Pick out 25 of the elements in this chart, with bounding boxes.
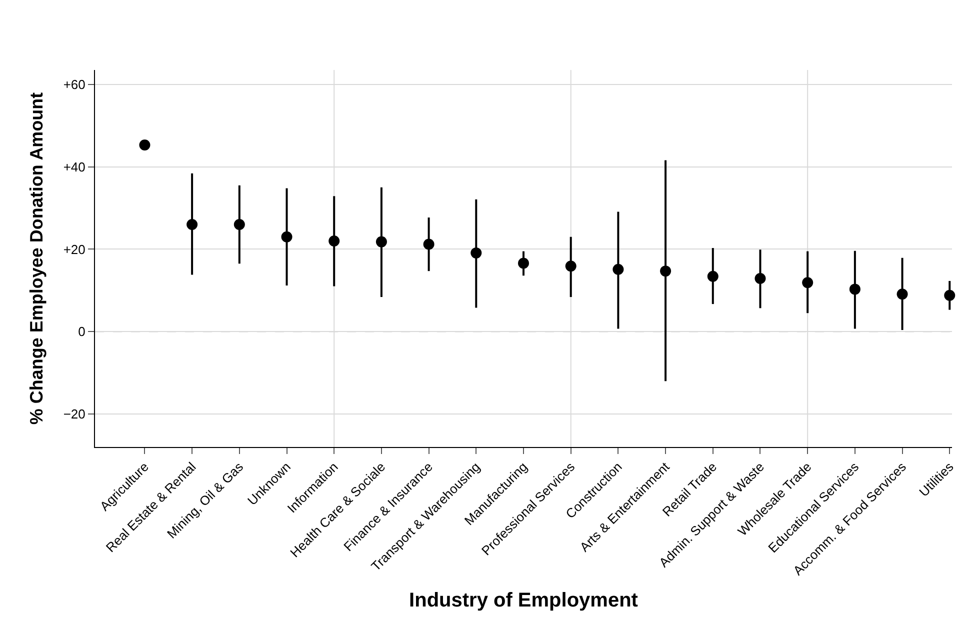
point	[186, 219, 198, 230]
point	[707, 270, 718, 282]
point	[660, 266, 672, 277]
point	[139, 139, 150, 150]
y-tick-label: −20	[63, 406, 86, 422]
y-tick-label: 0	[78, 324, 86, 340]
y-tick-label: +20	[63, 242, 86, 257]
point	[612, 264, 624, 275]
point	[234, 219, 245, 230]
point	[754, 272, 766, 284]
point	[423, 238, 434, 250]
x-axis-title: Industry of Employment	[409, 590, 638, 612]
point	[849, 284, 860, 295]
point	[470, 247, 482, 258]
point	[281, 231, 292, 242]
y-axis-title: % Change Employee Donation Amount	[26, 92, 47, 425]
point	[896, 288, 908, 300]
point	[944, 290, 956, 301]
y-tick-label: +60	[63, 76, 86, 92]
point	[328, 235, 340, 246]
y-tick-label: +40	[63, 159, 86, 174]
point	[518, 258, 529, 269]
point	[565, 260, 576, 272]
point	[802, 277, 814, 288]
point	[376, 236, 387, 248]
